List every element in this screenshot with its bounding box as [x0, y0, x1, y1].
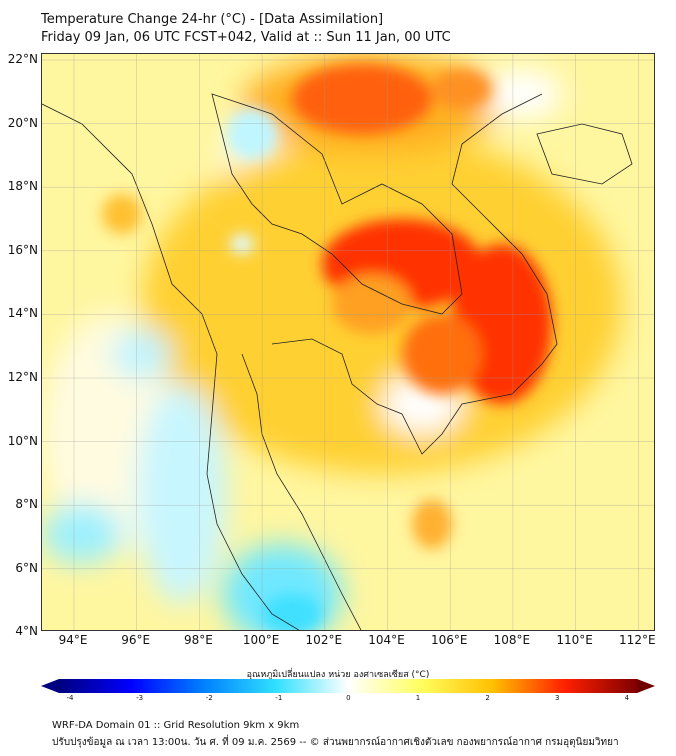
colorbar-title: อุณหภูมิเปลี่ยนแปลง หน่วย องศาเซลเซียส (… [246, 670, 430, 680]
lat-label: 16°N [7, 242, 38, 257]
colorbar-max-extend [637, 679, 655, 693]
colorbar-tick-label: -4 [66, 694, 74, 702]
colorbar-tick-label: -1 [275, 694, 283, 702]
lon-label: 110°E [556, 633, 593, 647]
colorbar-tick-label: 4 [624, 694, 630, 702]
lat-label: 18°N [7, 179, 38, 194]
lat-label: 14°N [7, 306, 38, 321]
colorbar-tick-label: 2 [485, 694, 490, 702]
temperature-change-map [41, 53, 655, 631]
footer-model-info: WRF-DA Domain 01 :: Grid Resolution 9km … [52, 720, 300, 731]
colorbar-min-extend [41, 679, 59, 693]
colorbar-tick-label: 1 [415, 694, 421, 702]
lon-label: 100°E [242, 633, 280, 647]
colorbar-gradient [59, 679, 637, 693]
chart-subtitle: Friday 09 Jan, 06 UTC FCST+042, Valid at… [41, 30, 451, 45]
lon-label: 108°E [493, 633, 531, 647]
lat-label: 20°N [7, 115, 38, 130]
lon-label: 106°E [430, 633, 468, 647]
graticule [42, 54, 654, 630]
field-highs [102, 64, 552, 630]
lat-label: 4°N [15, 624, 38, 639]
colorbar [41, 679, 655, 693]
lat-label: 6°N [15, 560, 38, 575]
lon-label: 94°E [58, 633, 88, 647]
lon-label: 96°E [121, 633, 151, 647]
lon-label: 102°E [305, 633, 343, 647]
lat-label: 12°N [7, 370, 38, 384]
map-field [42, 54, 654, 630]
colorbar-tick-label: -3 [136, 694, 144, 702]
lat-label: 10°N [7, 433, 38, 448]
lon-label: 112°E [619, 633, 656, 647]
lon-label: 98°E [183, 633, 213, 647]
colorbar-tick-label: 0 [346, 694, 351, 702]
colorbar-tick-label: 3 [554, 694, 560, 702]
lat-label: 8°N [15, 497, 38, 512]
chart-title: Temperature Change 24-hr (°C) - [Data As… [41, 12, 384, 27]
footer-update-info: ปรับปรุงข้อมูล ณ เวลา 13:00น. วัน ศ. ที่… [52, 737, 619, 748]
lon-label: 104°E [368, 633, 405, 647]
colorbar-tick-label: -2 [205, 694, 213, 702]
lat-label: 22°N [7, 52, 38, 66]
